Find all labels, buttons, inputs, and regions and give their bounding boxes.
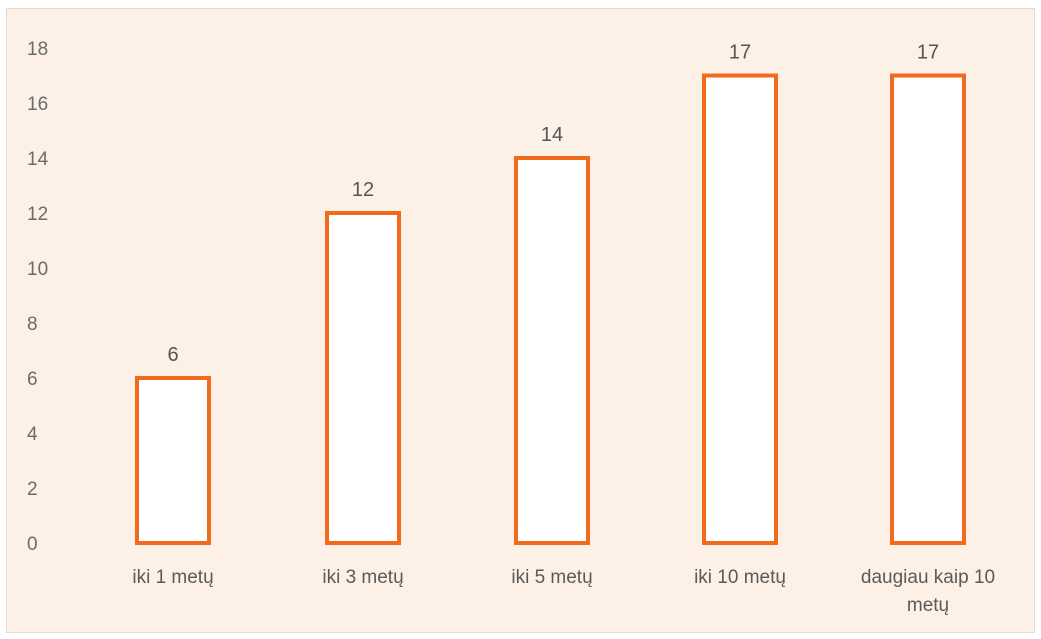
x-category-label: metų (907, 595, 949, 616)
x-category-label: iki 5 metų (511, 567, 592, 588)
bar (514, 156, 590, 545)
y-tick-label: 6 (27, 369, 38, 390)
bar-value-label: 6 (167, 344, 178, 366)
bar-value-label: 17 (729, 42, 751, 64)
bar (702, 73, 778, 545)
y-tick-label: 16 (27, 94, 48, 115)
y-tick-label: 4 (27, 424, 38, 445)
bar (890, 73, 966, 545)
bar (135, 376, 211, 545)
bar-series (135, 73, 966, 545)
y-axis: 0 2 4 6 8 10 12 14 16 18 (27, 39, 49, 555)
chart-area: 0 2 4 6 8 10 12 14 16 18 6 12 14 17 17 iki 1 metų iki … (6, 8, 1035, 633)
bar (325, 211, 401, 545)
bar-value-label: 14 (541, 124, 563, 146)
x-axis: iki 1 metų iki 3 metų iki 5 metų iki 10 met… (132, 567, 995, 616)
y-tick-label: 0 (27, 534, 38, 555)
data-labels: 6 12 14 17 17 (167, 42, 939, 367)
y-tick-label: 10 (27, 259, 48, 280)
x-category-label: iki 10 metų (694, 567, 786, 588)
y-tick-label: 8 (27, 314, 38, 335)
x-category-label: daugiau kaip 10 (861, 567, 995, 588)
x-category-label: iki 3 metų (322, 567, 403, 588)
y-tick-label: 14 (27, 149, 49, 170)
bar-value-label: 17 (917, 42, 939, 64)
y-tick-label: 18 (27, 39, 48, 60)
bar-value-label: 12 (352, 179, 374, 201)
x-category-label: iki 1 metų (132, 567, 213, 588)
y-tick-label: 12 (27, 204, 48, 225)
y-tick-label: 2 (27, 479, 38, 500)
